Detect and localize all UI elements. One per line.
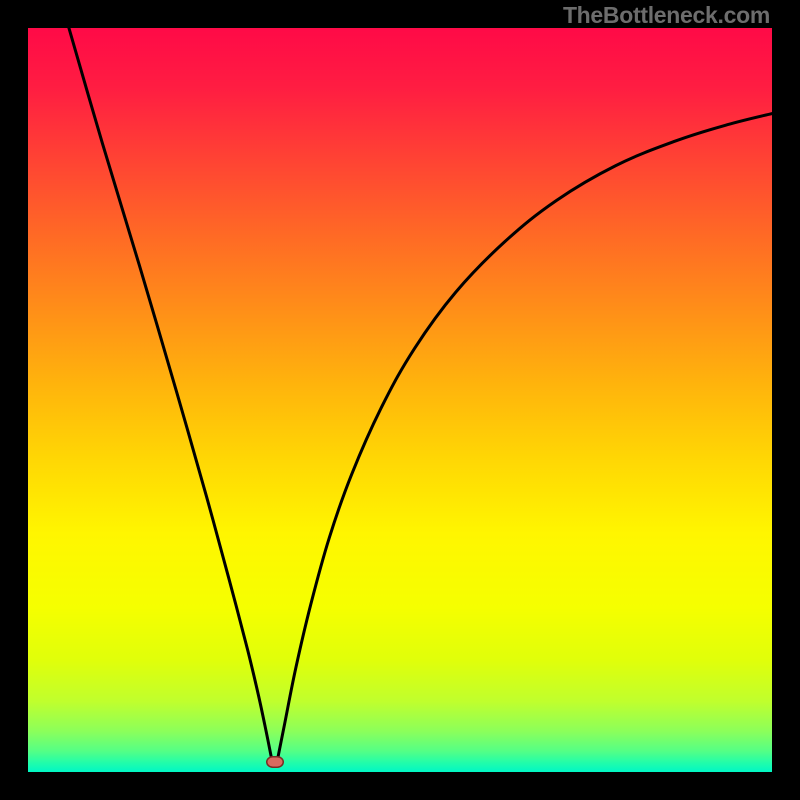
valley-marker-shape <box>267 757 284 768</box>
curve-layer <box>28 28 772 772</box>
plot-area <box>28 28 772 772</box>
figure-frame: TheBottleneck.com <box>0 0 800 800</box>
curve-left <box>69 28 271 757</box>
curve-right <box>278 114 772 758</box>
watermark-text: TheBottleneck.com <box>563 2 770 29</box>
valley-marker <box>266 756 284 768</box>
